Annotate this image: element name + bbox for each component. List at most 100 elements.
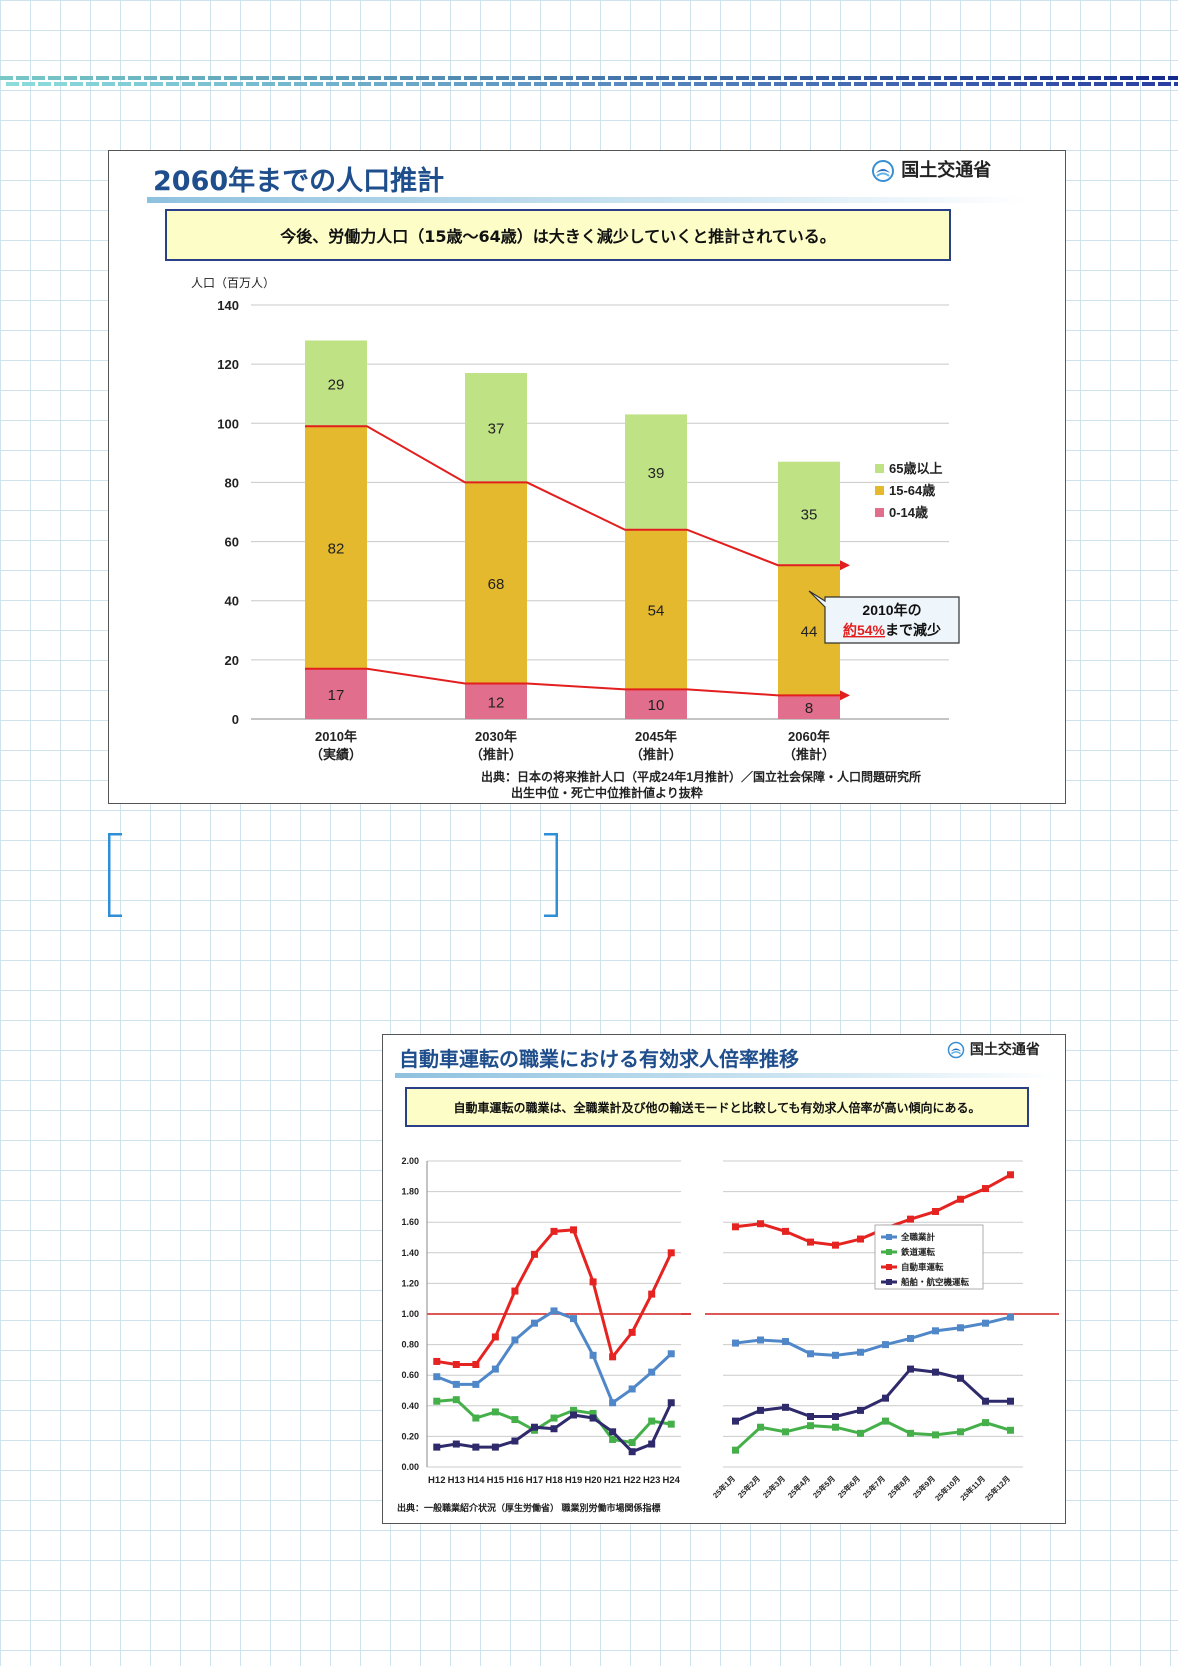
x-category-label: 2030年 [475,729,517,744]
ministry-logo-icon [947,1041,965,1059]
stripe-dash [928,76,941,80]
y-tick-label: 1.00 [401,1309,419,1319]
x-category-label: 2010年 [315,729,357,744]
slide1-title: 2060年までの人口推計 [153,166,445,197]
stripe-dash [1072,76,1085,80]
data-point [667,1249,675,1257]
stripe-dash [160,76,173,80]
source-line2: 出生中位・死亡中位推計値より抜粋 [511,785,703,800]
callout-line1: 2010年の [862,602,921,618]
series-line [735,1173,1012,1247]
legend-marker [886,1264,892,1270]
stripe-dash [838,82,851,86]
stripe-dash [464,76,477,80]
slide2-title-underline [395,1073,1055,1078]
bar-value-label: 10 [648,697,665,714]
data-point [648,1368,656,1376]
x-category-label: 2045年 [635,729,677,744]
stripe-dash [118,82,131,86]
stripe-dash [256,76,269,80]
stripe-dash [390,82,403,86]
stripe-dash [432,76,445,80]
data-point [832,1351,839,1359]
data-point [757,1406,764,1414]
stripe-dash [1024,76,1037,80]
stripe-dash [662,82,675,86]
data-point [907,1365,914,1373]
stripe-dash [646,82,659,86]
data-point [472,1360,480,1368]
x-category-label: 25年12月 [982,1473,1011,1502]
stripe-dash [870,82,883,86]
bar-value-label: 12 [488,694,505,711]
stripe-dash [1030,82,1043,86]
data-point [807,1350,814,1358]
data-point [857,1235,864,1243]
stripe-dash [592,76,605,80]
x-category-sublabel: （推計） [630,747,682,762]
data-point [1007,1171,1014,1179]
data-point [433,1357,441,1365]
data-point [667,1350,675,1358]
stripe-dash [86,82,99,86]
y-axis-label: 人口（百万人） [191,276,275,290]
data-point [957,1374,964,1382]
stripe-dash [6,82,19,86]
stripe-dash [726,82,739,86]
data-point [667,1399,675,1407]
trend-arrowhead [840,560,850,571]
trend-line [305,425,840,567]
legend-swatch [875,464,884,473]
population-slide: 2060年までの人口推計 国土交通省 今後、労働力人口（15歳～64歳）は大きく… [108,150,1066,804]
data-point [491,1443,499,1451]
stripe-dash [950,82,963,86]
y-tick-label: 0.40 [401,1401,419,1411]
callout-highlight: 約54% [843,622,886,638]
data-point [807,1413,814,1421]
data-point [882,1417,889,1425]
data-point [757,1423,764,1431]
y-tick-label: 40 [225,594,239,609]
y-tick-label: 0 [232,712,239,727]
stripe-dash [176,76,189,80]
stripe-dash [438,82,451,86]
x-category-label: H13 [448,1475,465,1486]
data-point [957,1324,964,1332]
slide1-summary-text: 今後、労働力人口（15歳～64歳）は大きく減少していくと推計されている。 [280,227,836,246]
stripe-dash [918,82,931,86]
data-point [589,1351,597,1359]
data-point [609,1428,617,1436]
stripe-dash [0,76,13,80]
data-point [609,1353,617,1361]
stripe-dash [1056,76,1069,80]
y-tick-label: 120 [217,357,239,372]
legend-label: 船舶・航空機運転 [901,1277,970,1287]
stripe-dash [144,76,157,80]
legend-label: 鉄道運転 [901,1247,936,1257]
data-point [628,1439,636,1447]
data-point [452,1360,460,1368]
data-point [932,1431,939,1439]
stripe-dash [790,82,803,86]
stripe-dash [944,76,957,80]
data-point [782,1403,789,1411]
stripe-dash [982,82,995,86]
bar-segment [778,695,840,719]
stripe-dash [224,76,237,80]
x-category-label: 2060年 [788,729,830,744]
x-category-label: 25年1月 [710,1473,737,1500]
bar-value-label: 82 [328,540,345,557]
data-point [550,1425,558,1433]
data-point [511,1437,519,1445]
stripe-dash [896,76,909,80]
legend-marker [886,1279,892,1285]
data-point [907,1215,914,1223]
bar-value-label: 37 [488,421,505,438]
stripe-dash [934,82,947,86]
legend-label: 15-64歳 [889,483,935,498]
data-point [433,1373,441,1381]
data-point [857,1348,864,1356]
stripe-dash [240,76,253,80]
data-point [472,1414,480,1422]
bar-segment [465,482,527,684]
